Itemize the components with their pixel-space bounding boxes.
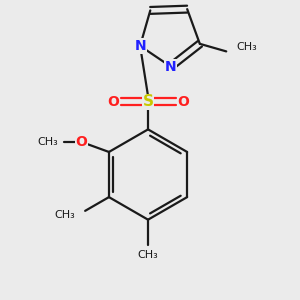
Text: O: O [177, 95, 189, 109]
Text: O: O [107, 95, 118, 109]
Text: CH₃: CH₃ [236, 43, 257, 52]
Text: CH₃: CH₃ [37, 137, 58, 147]
Text: S: S [142, 94, 154, 110]
Text: CH₃: CH₃ [55, 210, 75, 220]
Text: N: N [165, 60, 176, 74]
Text: N: N [134, 39, 146, 53]
Text: CH₃: CH₃ [138, 250, 158, 260]
Text: O: O [76, 135, 87, 149]
